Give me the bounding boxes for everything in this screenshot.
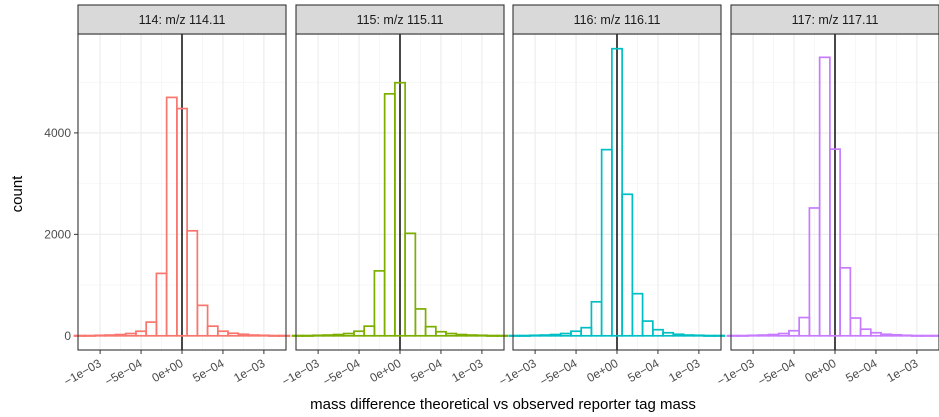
histogram-bar <box>757 334 770 337</box>
histogram-bar <box>278 334 291 337</box>
histogram-bar <box>900 334 913 337</box>
x-tick-label: 1e−03 <box>449 356 485 385</box>
histogram-bar <box>829 148 841 337</box>
x-tick-label: 5e−04 <box>625 356 661 385</box>
x-tick-label: 1e−03 <box>666 356 702 385</box>
x-tick-label: −5e−04 <box>755 356 798 389</box>
histogram-bar <box>849 317 862 337</box>
y-tick-label: 4000 <box>44 126 71 140</box>
histogram-bar <box>257 334 270 337</box>
x-tick-label: −1e−03 <box>61 356 104 389</box>
histogram-bar <box>839 266 852 337</box>
histogram-bar <box>404 232 417 337</box>
x-tick-label: −1e−03 <box>279 356 322 389</box>
histogram-bar <box>73 334 86 337</box>
x-tick-label: −1e−03 <box>714 356 757 389</box>
histogram-bar <box>114 333 127 337</box>
x-tick-label: 5e−04 <box>408 356 444 385</box>
histogram-bar <box>703 334 716 337</box>
facet-strip <box>77 4 287 35</box>
histogram-bar <box>301 334 314 337</box>
x-tick-label: 0e+00 <box>149 356 185 385</box>
y-tick-label: 0 <box>64 329 71 343</box>
histogram-bar <box>641 320 654 337</box>
histogram-bar <box>176 107 188 337</box>
histogram-bar <box>465 334 478 337</box>
histogram-bar <box>508 334 521 337</box>
histogram-bar <box>682 334 695 337</box>
facet-strip <box>295 4 505 35</box>
facet-strip-label: 114: m/z 114.11 <box>139 13 226 27</box>
histogram-bar <box>692 334 705 337</box>
histogram-bar <box>518 334 531 337</box>
x-tick-label: −1e−03 <box>496 356 539 389</box>
facet-panel: 114: m/z 114.11 −1e−03−5e−04 0e+00 5e−04 1e−… <box>61 4 291 389</box>
histogram-bar <box>880 333 893 337</box>
histogram-bar <box>672 333 685 337</box>
x-tick-label: 1e−03 <box>231 356 267 385</box>
histogram-bar <box>486 334 499 337</box>
facet-panel: 116: m/z 116.11 −1e−03−5e−04 0e+00 5e−04 1e−… <box>496 4 726 389</box>
histogram-bar <box>910 334 923 337</box>
x-tick-label: 5e−04 <box>190 356 226 385</box>
y-axis-title: count <box>9 175 26 213</box>
histogram-bar <box>529 334 542 337</box>
histogram-bar <box>747 334 760 337</box>
histogram-bar <box>455 333 468 337</box>
facet-strip-label: 117: m/z 117.11 <box>792 13 879 27</box>
histogram-bar <box>291 334 304 337</box>
x-tick-label: −5e−04 <box>537 356 580 389</box>
histogram-bar <box>631 292 644 337</box>
x-tick-label: 1e−03 <box>884 356 920 385</box>
histogram-bar <box>475 334 488 337</box>
histogram-bar <box>890 333 903 337</box>
histogram-bar <box>247 334 260 337</box>
histogram-bar <box>196 304 209 337</box>
histogram-bar <box>549 333 562 337</box>
histogram-bar <box>736 334 749 337</box>
facet-panel: 117: m/z 117.11 −1e−03−5e−04 0e+00 5e−04 1e−… <box>714 4 939 389</box>
x-axis-title: mass difference theoretical vs observed … <box>310 396 696 413</box>
x-tick-label: −5e−04 <box>320 356 363 389</box>
facet-panel: 115: m/z 115.11 −1e−03−5e−04 0e+00 5e−04 1e−… <box>279 4 509 389</box>
histogram-bar <box>496 334 509 337</box>
histogram-bar <box>394 81 406 337</box>
y-tick-label: 2000 <box>44 227 71 241</box>
histogram-bar <box>621 193 634 337</box>
histogram-bar <box>268 334 281 337</box>
histogram-bar <box>322 334 335 337</box>
facet-strip-label: 116: m/z 116.11 <box>574 13 661 27</box>
histogram-bar <box>921 334 934 337</box>
histogram-bar <box>767 333 780 337</box>
facet-strip-label: 115: m/z 115.11 <box>357 13 444 27</box>
x-tick-label: 0e+00 <box>584 356 620 385</box>
histogram-bar <box>414 308 427 337</box>
x-tick-label: −5e−04 <box>102 356 145 389</box>
facet-strip <box>512 4 722 35</box>
histogram-bar <box>312 334 325 337</box>
histogram-bar <box>83 334 96 337</box>
histogram-bar <box>713 334 726 337</box>
facet-strip <box>730 4 939 35</box>
x-tick-label: 5e−04 <box>843 356 879 385</box>
histogram-bar <box>332 333 345 337</box>
histogram-bar <box>611 47 623 337</box>
x-tick-label: 0e+00 <box>367 356 403 385</box>
histogram-bar <box>237 333 250 337</box>
histogram-bar <box>104 334 117 337</box>
x-tick-label: 0e+00 <box>802 356 838 385</box>
histogram-bar <box>539 334 552 337</box>
histogram-bar <box>94 334 107 337</box>
histogram-bar <box>931 334 939 337</box>
histogram-bar <box>186 229 199 337</box>
histogram-bar <box>726 334 739 337</box>
